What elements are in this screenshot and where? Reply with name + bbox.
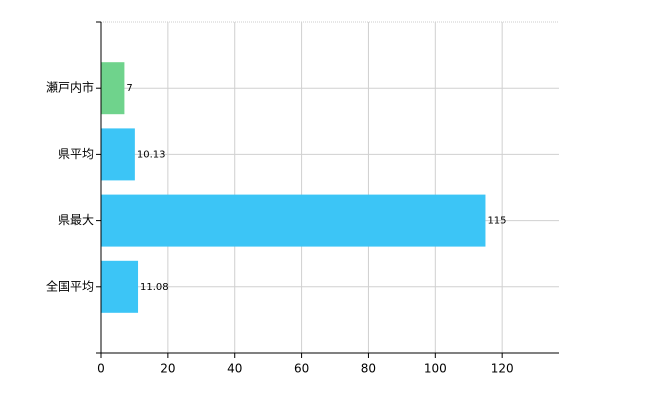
x-tick-label: 40 bbox=[227, 362, 242, 376]
x-tick-label: 120 bbox=[491, 362, 514, 376]
y-tick-label: 全国平均 bbox=[46, 278, 94, 293]
x-tick-label: 0 bbox=[97, 362, 105, 376]
x-tick-label: 100 bbox=[424, 362, 447, 376]
bar bbox=[101, 128, 135, 181]
bar bbox=[101, 260, 139, 313]
value-label: 115 bbox=[487, 216, 506, 227]
bar bbox=[101, 194, 486, 247]
y-tick-label: 瀬戸内市 bbox=[46, 80, 94, 95]
y-tick-label: 県平均 bbox=[58, 147, 94, 161]
y-tick-label: 県最大 bbox=[58, 213, 94, 227]
x-tick-label: 60 bbox=[294, 362, 309, 376]
value-label: 11.08 bbox=[140, 282, 169, 293]
value-label: 10.13 bbox=[137, 149, 166, 160]
value-label: 7 bbox=[126, 83, 132, 94]
x-tick-label: 20 bbox=[160, 362, 175, 376]
bar bbox=[101, 62, 125, 115]
x-tick-label: 80 bbox=[361, 362, 376, 376]
